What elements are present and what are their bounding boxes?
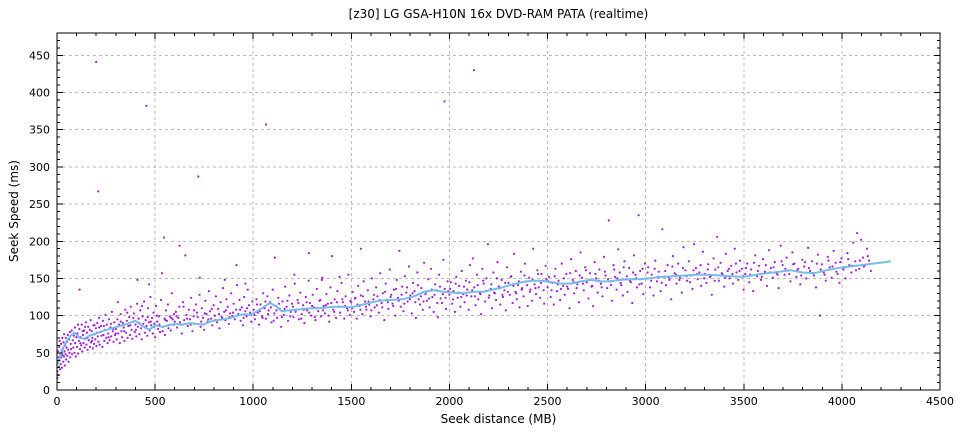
grid-lines (57, 33, 940, 390)
chart-title: [z30] LG GSA-H10N 16x DVD-RAM PATA (real… (348, 7, 649, 21)
y-tick-label: 350 (29, 124, 50, 137)
average-line (56, 260, 892, 366)
y-tick-label: 250 (29, 198, 50, 211)
x-tick-label: 500 (145, 395, 166, 408)
x-tick-label: 2000 (435, 395, 463, 408)
x-tick-label: 4000 (828, 395, 856, 408)
y-tick-label: 150 (29, 272, 50, 285)
y-tick-label: 100 (29, 310, 50, 323)
tick-labels: 0 500 1000 1500 2000 2500 3000 3500 4000 4500 0 50 1… (29, 49, 954, 408)
y-tick-label: 400 (29, 87, 50, 100)
x-tick-label: 1500 (337, 395, 365, 408)
y-tick-label: 50 (36, 347, 50, 360)
x-tick-label: 3500 (730, 395, 758, 408)
y-tick-label: 450 (29, 49, 50, 62)
x-axis-title: Seek distance (MB) (440, 412, 557, 426)
x-tick-label: 0 (54, 395, 61, 408)
scatter-series (56, 60, 873, 380)
plot-border (56, 32, 941, 391)
y-tick-label: 300 (29, 161, 50, 174)
axis-ticks (56, 33, 941, 391)
y-tick-label: 200 (29, 235, 50, 248)
x-tick-label: 1000 (239, 395, 267, 408)
y-tick-label: 0 (43, 384, 50, 397)
x-tick-label: 4500 (926, 395, 954, 408)
x-tick-label: 3000 (632, 395, 660, 408)
x-tick-label: 2500 (534, 395, 562, 408)
